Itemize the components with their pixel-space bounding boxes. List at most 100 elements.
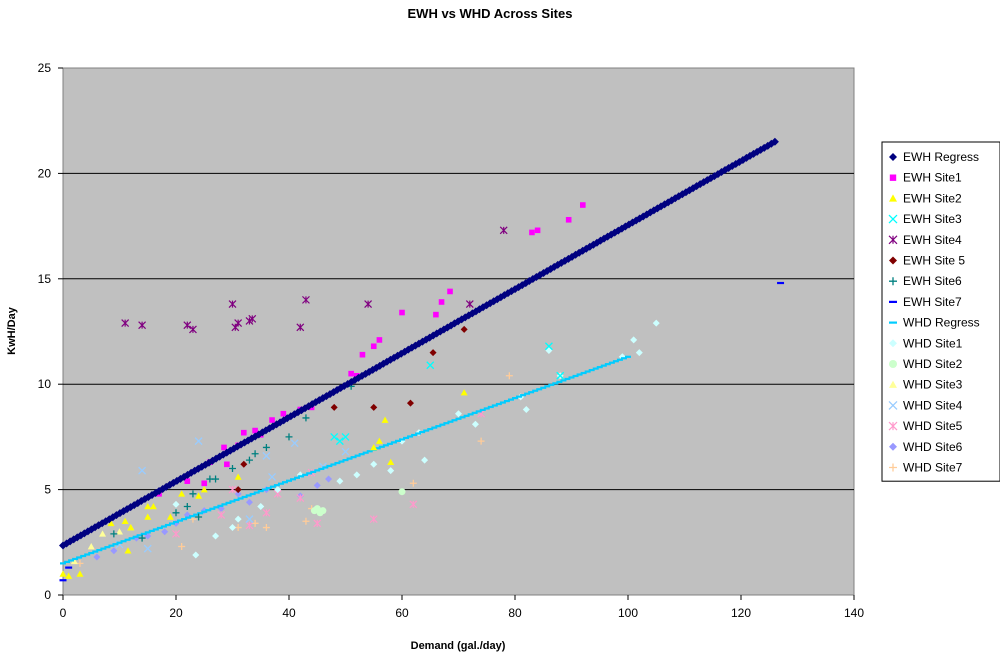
- legend-entry: WHD Site5: [888, 419, 963, 433]
- regression-point: [251, 432, 260, 441]
- data-point: [221, 444, 227, 451]
- data-point: [99, 530, 107, 537]
- y-tick-label: 10: [38, 377, 52, 391]
- data-point: [229, 465, 236, 473]
- x-tick-label: 20: [169, 606, 183, 620]
- legend-entry: WHD Site7: [889, 461, 963, 475]
- data-point: [336, 477, 344, 485]
- legend-marker: [888, 214, 898, 224]
- legend-marker: [888, 400, 898, 410]
- data-point: [381, 416, 389, 423]
- y-tick-label: 20: [38, 166, 52, 180]
- data-point: [477, 437, 485, 445]
- legend-entry: EWH Regress: [889, 150, 979, 164]
- data-point: [447, 288, 453, 295]
- data-point: [505, 372, 513, 380]
- data-point: [406, 399, 414, 407]
- data-point: [370, 343, 377, 350]
- data-point: [348, 370, 354, 377]
- data-point: [556, 371, 565, 380]
- series-whd-site4: [115, 437, 350, 553]
- data-point: [70, 557, 78, 565]
- data-point: [144, 502, 152, 510]
- series-whd-site7: [76, 372, 513, 567]
- legend-entry: EWH Site1: [889, 171, 962, 185]
- data-point: [189, 490, 197, 498]
- data-point: [262, 508, 271, 517]
- data-point: [465, 300, 474, 309]
- legend-marker: [889, 256, 897, 265]
- data-point: [124, 547, 132, 554]
- data-point: [229, 524, 236, 532]
- legend-marker: [889, 339, 897, 348]
- data-point: [375, 437, 383, 444]
- legend-entry: WHD Site6: [889, 440, 963, 454]
- legend-marker: [888, 421, 898, 431]
- legend-label: EWH Site3: [903, 212, 962, 226]
- data-point: [245, 498, 253, 506]
- data-point: [161, 528, 169, 536]
- legend-entry: WHD Site2: [889, 357, 963, 371]
- data-point: [421, 456, 429, 464]
- data-point: [369, 515, 378, 524]
- legend-label: WHD Site6: [903, 440, 963, 454]
- data-point: [262, 443, 270, 451]
- data-point: [370, 403, 378, 411]
- data-point: [359, 351, 366, 358]
- data-point: [438, 299, 445, 305]
- data-point: [376, 337, 383, 343]
- data-point: [234, 319, 243, 327]
- legend-label: WHD Site2: [903, 357, 963, 371]
- data-point: [172, 500, 180, 508]
- data-point: [499, 226, 508, 235]
- data-point: [149, 502, 157, 510]
- data-point: [234, 486, 242, 494]
- legend-label: WHD Site3: [903, 378, 963, 392]
- data-point: [224, 461, 230, 468]
- legend-entry: EWH Site4: [888, 233, 962, 247]
- data-point: [201, 480, 208, 487]
- legend-entry: EWH Site 5: [889, 254, 965, 268]
- legend-marker: [889, 360, 897, 368]
- data-point: [212, 532, 220, 540]
- data-point: [240, 460, 248, 468]
- data-point: [251, 519, 259, 527]
- data-point: [387, 458, 395, 465]
- data-point: [296, 494, 305, 502]
- data-point: [398, 488, 406, 496]
- data-point: [76, 570, 84, 577]
- data-point: [319, 507, 327, 515]
- legend-marker: [889, 442, 897, 451]
- data-point: [652, 319, 660, 327]
- legend-marker: [888, 235, 898, 245]
- data-point: [335, 437, 344, 446]
- legend-entry: WHD Site4: [888, 398, 963, 412]
- data-series: [59, 137, 785, 582]
- legend-label: EWH Regress: [903, 150, 979, 164]
- legend-label: EWH Site2: [903, 191, 962, 205]
- data-point: [252, 427, 258, 434]
- data-point: [580, 202, 586, 208]
- data-point: [429, 349, 437, 357]
- data-point: [138, 534, 146, 542]
- x-tick-label: 100: [618, 606, 638, 620]
- legend-entry: WHD Regress: [889, 316, 980, 330]
- data-point: [172, 509, 180, 517]
- data-point: [302, 517, 310, 525]
- series-ewh-site-5: [234, 325, 468, 494]
- data-point: [313, 481, 321, 489]
- data-point: [635, 349, 643, 357]
- data-point: [262, 524, 270, 532]
- x-tick-label: 40: [282, 606, 296, 620]
- data-point: [280, 410, 287, 417]
- data-point: [426, 361, 435, 370]
- data-point: [195, 492, 203, 499]
- x-tick-label: 60: [395, 606, 409, 620]
- data-point: [460, 389, 468, 396]
- axes: 0 5 10 15 20 25 0 20 40 60 80 100 120 140: [38, 61, 865, 620]
- data-point: [285, 433, 293, 441]
- x-tick-label: 120: [731, 606, 751, 620]
- data-point: [245, 456, 253, 464]
- data-point: [234, 490, 242, 498]
- data-point: [341, 447, 350, 456]
